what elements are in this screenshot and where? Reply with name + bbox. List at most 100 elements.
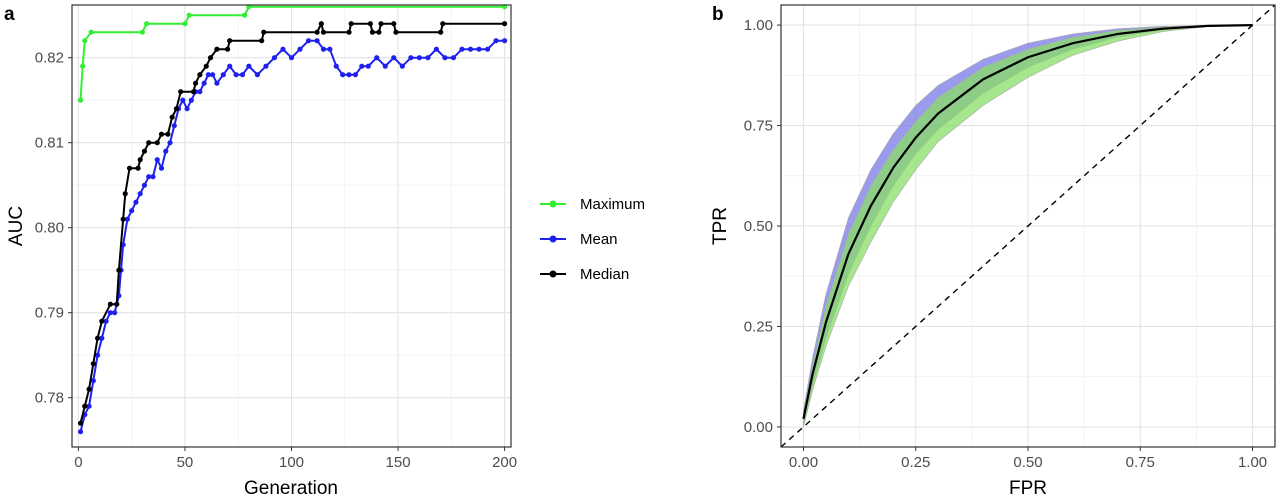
series-median-point xyxy=(261,29,267,35)
series-mean-line xyxy=(79,39,505,432)
series-mean-point xyxy=(442,55,448,61)
series-median-point xyxy=(141,148,148,154)
series-median-point xyxy=(158,131,165,137)
series-median-point xyxy=(203,63,209,69)
series-median-point xyxy=(165,131,171,137)
series-mean-point xyxy=(107,310,113,316)
x-tick-label: 0.00 xyxy=(789,454,818,471)
series-mean-point xyxy=(90,378,96,384)
series-maximum-point xyxy=(77,97,84,103)
y-tick-label: 0.00 xyxy=(744,419,773,436)
series-mean-point xyxy=(382,63,388,69)
series-mean-point xyxy=(77,429,84,435)
series-mean-point xyxy=(320,46,327,52)
series-mean-point xyxy=(158,165,165,171)
series-mean-point xyxy=(167,140,173,146)
series-mean-point xyxy=(459,46,465,52)
series-median-point xyxy=(391,21,397,27)
series-mean-point xyxy=(154,157,160,163)
series-mean-point xyxy=(103,318,109,324)
series-roc-line xyxy=(802,23,1253,420)
series-maximum-point xyxy=(82,38,88,44)
series-maximum-point xyxy=(242,12,248,18)
series-median-point xyxy=(224,46,231,52)
series-median-point xyxy=(259,38,265,44)
series-median-point xyxy=(348,21,354,27)
series-median-point xyxy=(314,29,320,35)
series-median-point xyxy=(318,21,324,27)
series-median-point xyxy=(146,140,152,146)
legend-mean-swatch-point xyxy=(549,235,557,243)
series-mean-point xyxy=(180,97,186,103)
series-mean-point xyxy=(163,148,169,154)
series-maximum-point xyxy=(80,63,86,69)
series-mean-point xyxy=(210,72,216,78)
panel-a-y-axis-title: AUC xyxy=(6,206,27,246)
x-tick-label: 1.00 xyxy=(1238,454,1267,471)
series-mean-point xyxy=(233,72,239,78)
series-median-point xyxy=(86,386,92,392)
series-median-point xyxy=(135,165,141,171)
series-mean-point xyxy=(150,174,156,180)
series-median-point xyxy=(137,157,143,163)
series-maximum-point xyxy=(88,29,94,35)
series-median-point xyxy=(122,191,128,197)
series-median-point xyxy=(94,335,101,341)
legend-maximum-label: Maximum xyxy=(580,196,645,213)
panel-b: b 0.00 0.25 0.50 0.75 1.00 0.00 0.25 0.50 0.75 1.… xyxy=(710,4,1276,498)
series-maximum-point xyxy=(182,21,188,27)
panel-b-x-axis-title: FPR xyxy=(1009,478,1047,498)
legend-median-label: Median xyxy=(580,266,629,283)
series-median-point xyxy=(376,29,382,35)
series-median-point xyxy=(114,301,120,307)
series-maximum-point xyxy=(186,12,192,18)
series-mean-point xyxy=(502,38,508,44)
series-mean-point xyxy=(271,55,278,61)
series-median-point xyxy=(126,165,133,171)
series-mean-point xyxy=(484,46,491,52)
series-median-point xyxy=(320,29,327,35)
series-median-point xyxy=(82,403,88,409)
series-mean-point xyxy=(184,106,190,112)
series-mean-point xyxy=(399,63,405,69)
series-median-point xyxy=(346,29,352,35)
series-median-point xyxy=(197,72,203,78)
series-median-point xyxy=(173,106,180,112)
series-mean-point xyxy=(288,55,295,61)
series-mean-point xyxy=(133,199,139,205)
x-tick-label: 0.75 xyxy=(1126,454,1155,471)
y-tick-label: 0.50 xyxy=(744,218,773,235)
series-mean-point xyxy=(129,208,135,214)
series-mean-point xyxy=(201,80,207,86)
x-tick-label: 150 xyxy=(386,454,411,471)
series-mean-point xyxy=(425,55,431,61)
x-tick-label: 100 xyxy=(279,454,304,471)
series-median-point xyxy=(169,114,175,120)
series-mean-point xyxy=(416,55,422,61)
x-tick-label: 50 xyxy=(177,454,194,471)
series-mean-point xyxy=(205,72,211,78)
series-mean-point xyxy=(220,72,226,78)
series-median-point xyxy=(77,420,84,426)
x-tick-label: 0.25 xyxy=(901,454,930,471)
series-mean-point xyxy=(263,63,269,69)
series-median-point xyxy=(393,29,399,35)
legend: Maximum Mean Median xyxy=(540,196,645,283)
series-mean-point xyxy=(297,46,303,52)
y-tick-label: 0.78 xyxy=(35,390,64,407)
panel-a-tick-labels: 0 50 100 150 200 0.78 0.79 0.80 0.81 0.82 xyxy=(35,50,517,471)
panel-a-series xyxy=(77,4,508,435)
y-tick-label: 0.75 xyxy=(744,118,773,135)
series-mean-point xyxy=(365,63,371,69)
series-median-point xyxy=(378,21,384,27)
panel-a-label: a xyxy=(4,4,15,25)
series-mean-point xyxy=(99,335,105,341)
series-mean-point xyxy=(352,72,359,78)
series-mean-point xyxy=(141,182,148,188)
series-mean-point xyxy=(188,97,194,103)
panel-b-series xyxy=(780,4,1276,448)
series-mean-point xyxy=(493,38,499,44)
series-median-line xyxy=(79,20,505,424)
x-tick-label: 200 xyxy=(492,454,517,471)
